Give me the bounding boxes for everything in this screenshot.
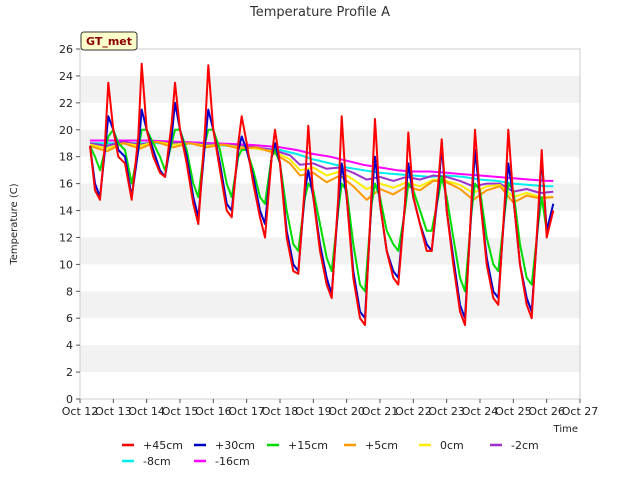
y-tick-label: 26 bbox=[59, 43, 73, 56]
legend: +45cm +30cm +15cm +5cm 0cm -2cm -8cm -16cm bbox=[122, 439, 539, 468]
y-tick-label: 4 bbox=[66, 339, 73, 352]
badge-box bbox=[80, 31, 138, 51]
legend-label: +5cm bbox=[365, 439, 398, 452]
chart-title: Temperature Profile A bbox=[249, 5, 390, 20]
grid-band bbox=[80, 75, 580, 103]
x-tick-label: Oct 27 bbox=[562, 405, 599, 418]
y-tick-label: 18 bbox=[59, 151, 73, 164]
x-tick-label: Oct 22 bbox=[395, 405, 432, 418]
series-lines bbox=[89, 62, 555, 326]
x-tick-label: Oct 26 bbox=[528, 405, 565, 418]
y-tick-label: 8 bbox=[66, 285, 73, 298]
legend-label: +15cm bbox=[288, 439, 328, 452]
x-tick-label: Oct 20 bbox=[328, 405, 365, 418]
x-tick-label: Oct 18 bbox=[262, 405, 299, 418]
series-line-minus16cm bbox=[90, 139, 554, 182]
legend-label: -2cm bbox=[511, 439, 539, 452]
gt-met-badge: GT_met bbox=[80, 31, 138, 51]
legend-label: +45cm bbox=[143, 439, 183, 452]
x-tick-label: Oct 14 bbox=[128, 405, 165, 418]
x-tick-label: Oct 19 bbox=[295, 405, 332, 418]
y-tick-label: 2 bbox=[66, 366, 73, 379]
grid-bands bbox=[80, 75, 580, 373]
x-tick-label: Oct 13 bbox=[95, 405, 132, 418]
y-tick-label: 14 bbox=[59, 205, 73, 218]
x-tick-label: Oct 21 bbox=[362, 405, 399, 418]
x-tick-label: Oct 12 bbox=[62, 405, 99, 418]
x-axis-label: Time bbox=[553, 424, 578, 435]
legend-label: +30cm bbox=[215, 439, 255, 452]
plot-area-border bbox=[79, 48, 581, 400]
x-tick-label: Oct 24 bbox=[462, 405, 499, 418]
x-tick-label: Oct 17 bbox=[228, 405, 265, 418]
badge-label: GT_met bbox=[86, 35, 132, 48]
x-tick-label: Oct 25 bbox=[495, 405, 532, 418]
y-tick-label: 16 bbox=[59, 178, 73, 191]
y-tick-label: 0 bbox=[66, 393, 73, 406]
legend-label: 0cm bbox=[440, 439, 464, 452]
y-tick-label: 22 bbox=[59, 97, 73, 110]
y-tick-label: 24 bbox=[59, 70, 73, 83]
x-tick-label: Oct 15 bbox=[162, 405, 199, 418]
y-tick-label: 20 bbox=[59, 124, 73, 137]
y-axis-label: Temperature (C) bbox=[9, 183, 20, 265]
x-tick-label: Oct 23 bbox=[428, 405, 465, 418]
y-tick-label: 6 bbox=[66, 312, 73, 325]
y-tick-label: 12 bbox=[59, 231, 73, 244]
legend-label: -16cm bbox=[215, 455, 250, 468]
series-line-plus45cm bbox=[89, 62, 555, 326]
legend-label: -8cm bbox=[143, 455, 171, 468]
y-tick-label: 10 bbox=[59, 258, 73, 271]
x-tick-label: Oct 16 bbox=[195, 405, 232, 418]
grid-band bbox=[80, 345, 580, 373]
grid-band bbox=[80, 237, 580, 265]
